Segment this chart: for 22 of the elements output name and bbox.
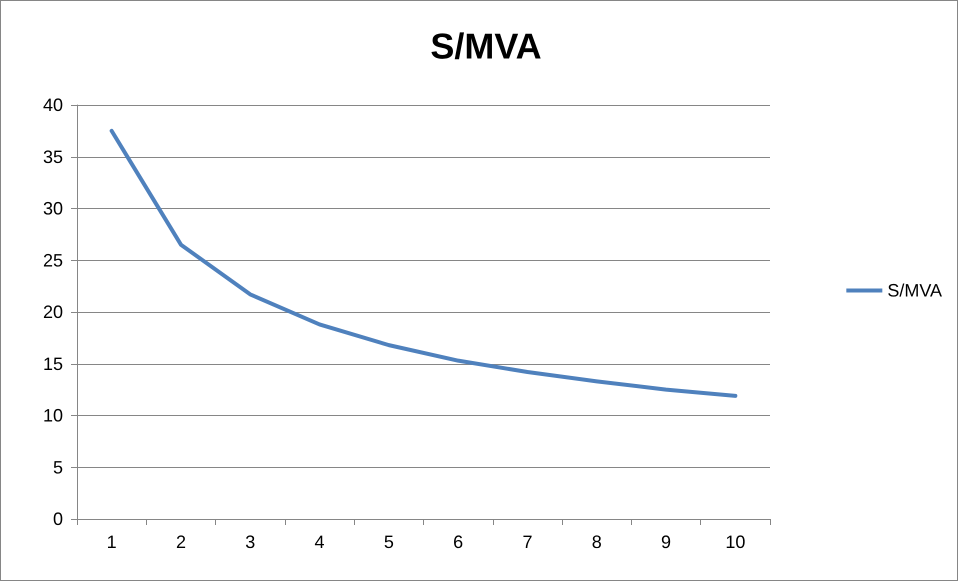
x-tick-label: 2	[176, 532, 186, 552]
y-tick-label: 5	[52, 457, 63, 478]
x-tick-label: 10	[725, 532, 746, 552]
x-tick-label: 7	[522, 532, 532, 552]
chart-title: S/MVA	[430, 26, 542, 66]
x-tick-label: 3	[245, 532, 256, 552]
y-tick-label: 10	[42, 406, 63, 426]
y-tick-label: 25	[42, 250, 63, 270]
y-tick-label: 15	[42, 354, 63, 374]
x-tick-label: 4	[314, 532, 325, 552]
line-series	[110, 128, 738, 398]
y-tick-label: 40	[42, 95, 63, 115]
x-tick-label: 6	[453, 532, 464, 552]
x-tick-label: 8	[592, 532, 602, 552]
x-tick-label: 9	[661, 532, 672, 552]
y-tick-label: 0	[52, 509, 63, 529]
y-tick-label: 35	[42, 146, 63, 167]
y-tick-label: 20	[42, 302, 63, 322]
x-tick-label: 1	[106, 532, 117, 552]
legend-label: S/MVA	[887, 280, 942, 300]
x-tick-label: 5	[384, 532, 394, 552]
y-tick-label: 30	[42, 198, 63, 218]
